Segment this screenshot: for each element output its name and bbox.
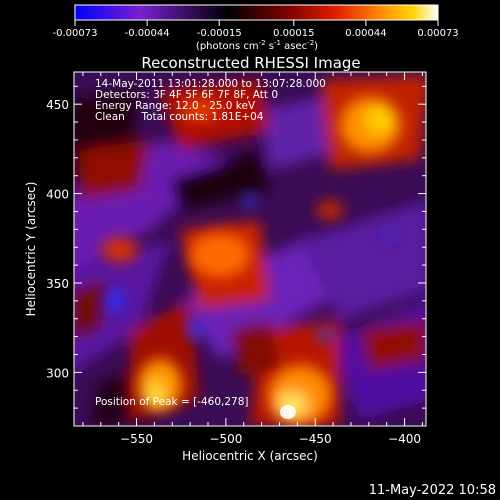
y-tick-label: 300 [46,366,69,380]
y-axis-ticks: 300 350 400 450 [46,85,426,427]
cb-unit-exp2: -1 [274,39,281,47]
y-axis-label: Heliocentric Y (arcsec) [24,182,38,317]
heatmap-image [74,72,426,426]
colorbar-tick-label: 0.00073 [417,28,458,39]
colorbar-tick-label: -0.00044 [125,28,170,39]
colorbar-tick-label: 0.00015 [273,28,314,39]
timestamp: 11-May-2022 10:58 [368,483,496,498]
chart-title: Reconstructed RHESSI Image [141,54,360,72]
y-tick-label: 400 [46,188,69,202]
peak-position-text: Position of Peak = [-460,278] [95,396,249,408]
info-line-energy: Energy Range: 12.0 - 25.0 keV [95,100,256,112]
plot-frame [73,71,427,427]
x-tick-label: −450 [299,432,332,446]
peak-spot [280,405,296,419]
cb-unit-d: ) [314,41,318,52]
colorbar-tick-label: -0.00015 [197,28,242,39]
y-tick-label: 350 [46,277,69,291]
y-tick-label: 450 [46,98,69,112]
colorbar-tick-label: 0.00044 [345,28,386,39]
colorbar-ticks: -0.00073 -0.00044 -0.00015 0.00015 0.00044 0.… [53,20,459,39]
info-line-counts: Clean Total counts: 1.81E+04 [95,111,264,123]
x-tick-label: −400 [388,432,421,446]
cb-unit-exp3: -2 [307,39,314,47]
info-line-detectors: Detectors: 3F 4F 5F 6F 7F 8F, Att 0 [95,89,279,101]
cb-unit-a: (photons cm [196,41,259,52]
info-line-time-range: 14-May-2011 13:01:28.000 to 13:07:28.000 [95,78,326,90]
x-tick-label: −500 [209,432,242,446]
colorbar [74,4,439,21]
cb-unit-b: s [266,41,274,52]
colorbar-unit-label: (photons cm-2 s-1 asec-2) [196,39,318,52]
x-tick-label: −550 [120,432,153,446]
x-axis-ticks: −550 −500 −450 −400 [82,72,423,446]
cb-unit-c: asec [281,41,307,52]
colorbar-tick-label: -0.00073 [53,28,98,39]
x-axis-label: Heliocentric X (arcsec) [182,449,318,463]
cb-unit-exp1: -2 [259,39,266,47]
